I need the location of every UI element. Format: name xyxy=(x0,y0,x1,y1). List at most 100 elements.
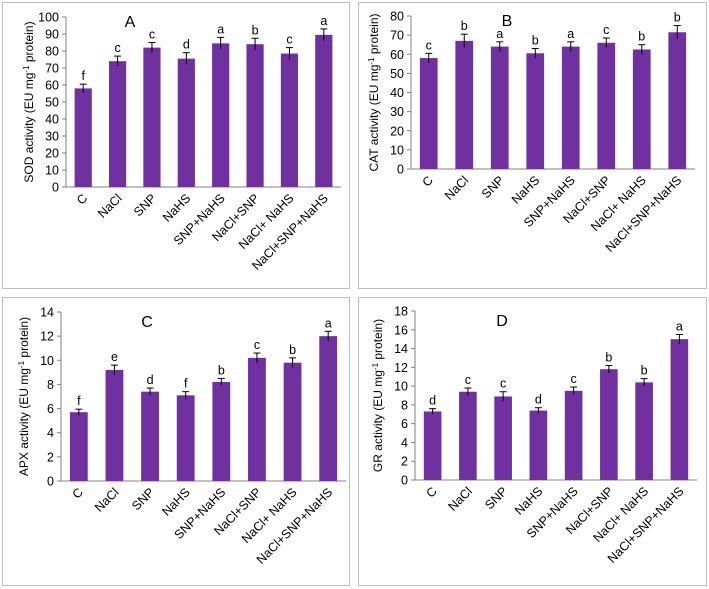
bar xyxy=(561,46,580,169)
y-tick-label: 0 xyxy=(52,181,59,195)
y-tick-label: 40 xyxy=(45,113,59,127)
significance-letter: b xyxy=(605,350,612,364)
bar xyxy=(494,396,512,480)
significance-letter: d xyxy=(147,373,154,387)
y-tick-label: 90 xyxy=(45,28,59,42)
significance-letter: b xyxy=(461,19,468,33)
bar xyxy=(423,411,442,480)
bar xyxy=(283,362,302,481)
significance-letter: b xyxy=(532,34,539,48)
panel-label: B xyxy=(502,13,513,30)
y-tick-label: 20 xyxy=(45,147,59,161)
y-tick-label: 12 xyxy=(394,361,408,375)
bar xyxy=(319,336,338,481)
y-tick-label: 80 xyxy=(390,10,404,24)
bar xyxy=(212,43,230,187)
significance-letter: a xyxy=(567,27,574,41)
y-tick-label: 2 xyxy=(47,450,54,464)
bar xyxy=(490,46,509,169)
chart-panel-cat: 0 10 20 30 40 50 60 70 80 CAT activity (EU mg-1 p… xyxy=(358,2,707,289)
category-label: NaCl xyxy=(92,485,122,515)
y-tick-label: 8 xyxy=(401,398,408,412)
bar xyxy=(141,391,159,481)
bar xyxy=(632,49,651,169)
y-tick-label: 60 xyxy=(390,48,404,62)
significance-letter: c xyxy=(500,377,506,391)
bar xyxy=(69,412,88,481)
bar xyxy=(108,61,127,188)
bar xyxy=(597,42,616,169)
y-tick-label: 100 xyxy=(38,11,59,25)
category-label: NaHS xyxy=(159,485,192,518)
significance-letter: b xyxy=(289,343,296,357)
category-label: SNP xyxy=(479,173,507,201)
significance-letter: f xyxy=(184,377,188,391)
significance-letter: b xyxy=(674,11,681,25)
bar xyxy=(419,58,438,170)
chart-panel-apx: 0 2 4 6 8 10 12 14 APX activity (EU mg-1 protein… xyxy=(2,297,350,586)
y-tick-label: 30 xyxy=(390,105,404,119)
y-tick-label: 18 xyxy=(394,305,408,319)
chart-panel-sod: 0 10 20 30 40 50 60 70 80 90 100 SOD activity (EU m… xyxy=(2,2,350,289)
chart-svg-apx: 0 2 4 6 8 10 12 14 APX activity (EU mg-1 protein… xyxy=(17,306,346,567)
category-label: SNP xyxy=(131,191,159,219)
bar xyxy=(670,339,689,480)
y-tick-label: 8 xyxy=(47,378,54,392)
significance-letter: c xyxy=(465,373,471,387)
significance-letter: a xyxy=(217,22,224,36)
y-tick-label: 0 xyxy=(397,163,404,177)
significance-letter: a xyxy=(325,316,332,330)
y-tick-label: 10 xyxy=(45,164,59,178)
y-tick-label: 2 xyxy=(401,455,408,469)
bar xyxy=(668,32,687,169)
category-label: NaCl xyxy=(442,173,472,203)
significance-letter: d xyxy=(535,393,542,407)
significance-letter: c xyxy=(603,23,609,37)
significance-letter: d xyxy=(183,38,190,52)
significance-letter: b xyxy=(218,363,225,377)
significance-letter: e xyxy=(111,350,118,364)
panel-label: C xyxy=(141,314,153,331)
y-tick-label: 0 xyxy=(47,475,54,489)
significance-letter: a xyxy=(496,27,503,41)
bar xyxy=(455,40,474,169)
bar xyxy=(635,382,653,480)
y-tick-label: 6 xyxy=(47,402,54,416)
category-label: NaHS xyxy=(509,173,542,206)
bar xyxy=(526,53,545,170)
bar xyxy=(315,34,333,187)
bar xyxy=(280,53,299,187)
significance-letter: c xyxy=(286,33,292,47)
y-tick-label: 70 xyxy=(390,29,404,43)
y-axis-label: CAT activity (EU mg-1 protein) xyxy=(367,13,381,171)
category-label: NaHS xyxy=(512,484,545,517)
y-tick-label: 14 xyxy=(394,342,408,356)
significance-letter: f xyxy=(81,69,85,83)
bar xyxy=(176,395,195,481)
bar xyxy=(564,390,583,480)
y-tick-label: 70 xyxy=(45,62,59,76)
significance-letter: d xyxy=(429,394,436,408)
y-tick-label: 14 xyxy=(40,306,54,320)
bar xyxy=(529,410,548,480)
y-tick-label: 60 xyxy=(45,79,59,93)
y-tick-label: 50 xyxy=(390,67,404,81)
significance-letter: b xyxy=(641,364,648,378)
y-tick-label: 20 xyxy=(390,124,404,138)
bar xyxy=(459,391,477,480)
y-axis-label: APX activity (EU mg-1 protein) xyxy=(17,317,31,476)
chart-svg-gr: 0 2 4 6 8 10 12 14 16 18 GR activity (EU mg-1 prot… xyxy=(371,305,697,566)
significance-letter: b xyxy=(638,30,645,44)
significance-letter: c xyxy=(571,372,577,386)
y-tick-label: 40 xyxy=(390,86,404,100)
category-label: C xyxy=(423,484,439,500)
significance-letter: a xyxy=(676,319,683,333)
bar xyxy=(74,88,92,187)
y-tick-label: 6 xyxy=(401,417,408,431)
category-label: SNP xyxy=(129,485,157,513)
chart-svg-cat: 0 10 20 30 40 50 60 70 80 CAT activity (EU mg-1 p… xyxy=(367,10,695,255)
y-tick-label: 30 xyxy=(45,130,59,144)
category-label: SNP xyxy=(482,484,510,512)
y-tick-label: 10 xyxy=(394,380,408,394)
